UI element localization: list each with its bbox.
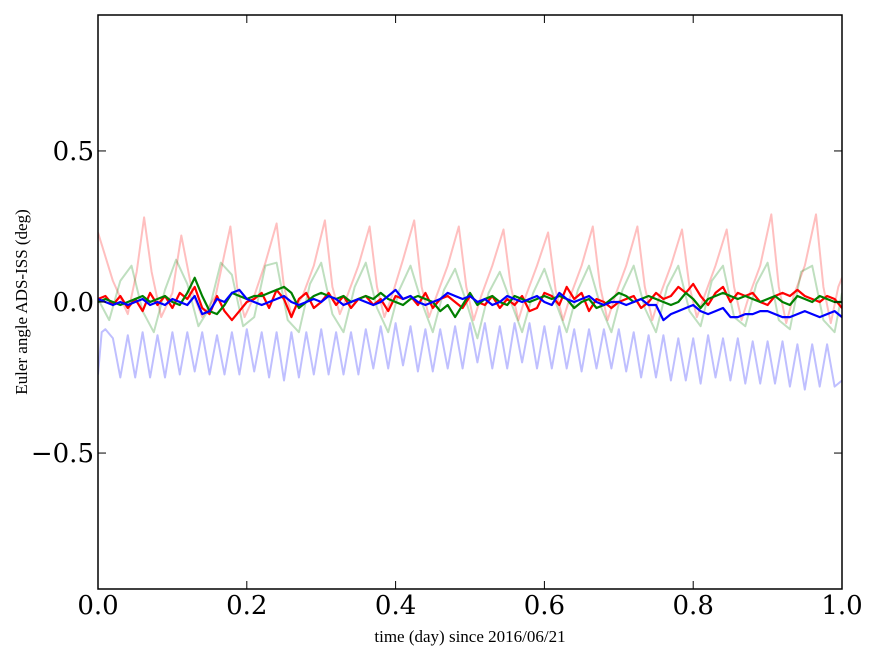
x-tick-label: 0.8	[673, 591, 714, 621]
x-tick-label: 0.4	[375, 591, 416, 621]
series-line-0	[98, 213, 842, 325]
series-line-1	[98, 258, 842, 340]
series-line-2	[98, 322, 842, 391]
x-tick-label: 0.2	[226, 591, 267, 621]
series-line-4	[98, 276, 842, 319]
y-tick-label: −0.5	[31, 439, 94, 469]
y-tick-label: 0.0	[53, 288, 94, 318]
x-axis-label: time (day) since 2016/06/21	[374, 627, 565, 646]
x-tick-label: 0.0	[77, 591, 118, 621]
y-axis-label: Euler angle ADS-ISS (deg)	[12, 209, 31, 395]
series-line-5	[98, 288, 842, 322]
x-tick-label: 1.0	[821, 591, 862, 621]
x-tick-label: 0.6	[524, 591, 565, 621]
series-layer	[98, 213, 842, 391]
ticks-layer: 0.0 0.2 0.4 0.6 0.8 1.0 −0.5 0.0 0.5	[31, 15, 863, 621]
y-tick-label: 0.5	[53, 137, 94, 167]
